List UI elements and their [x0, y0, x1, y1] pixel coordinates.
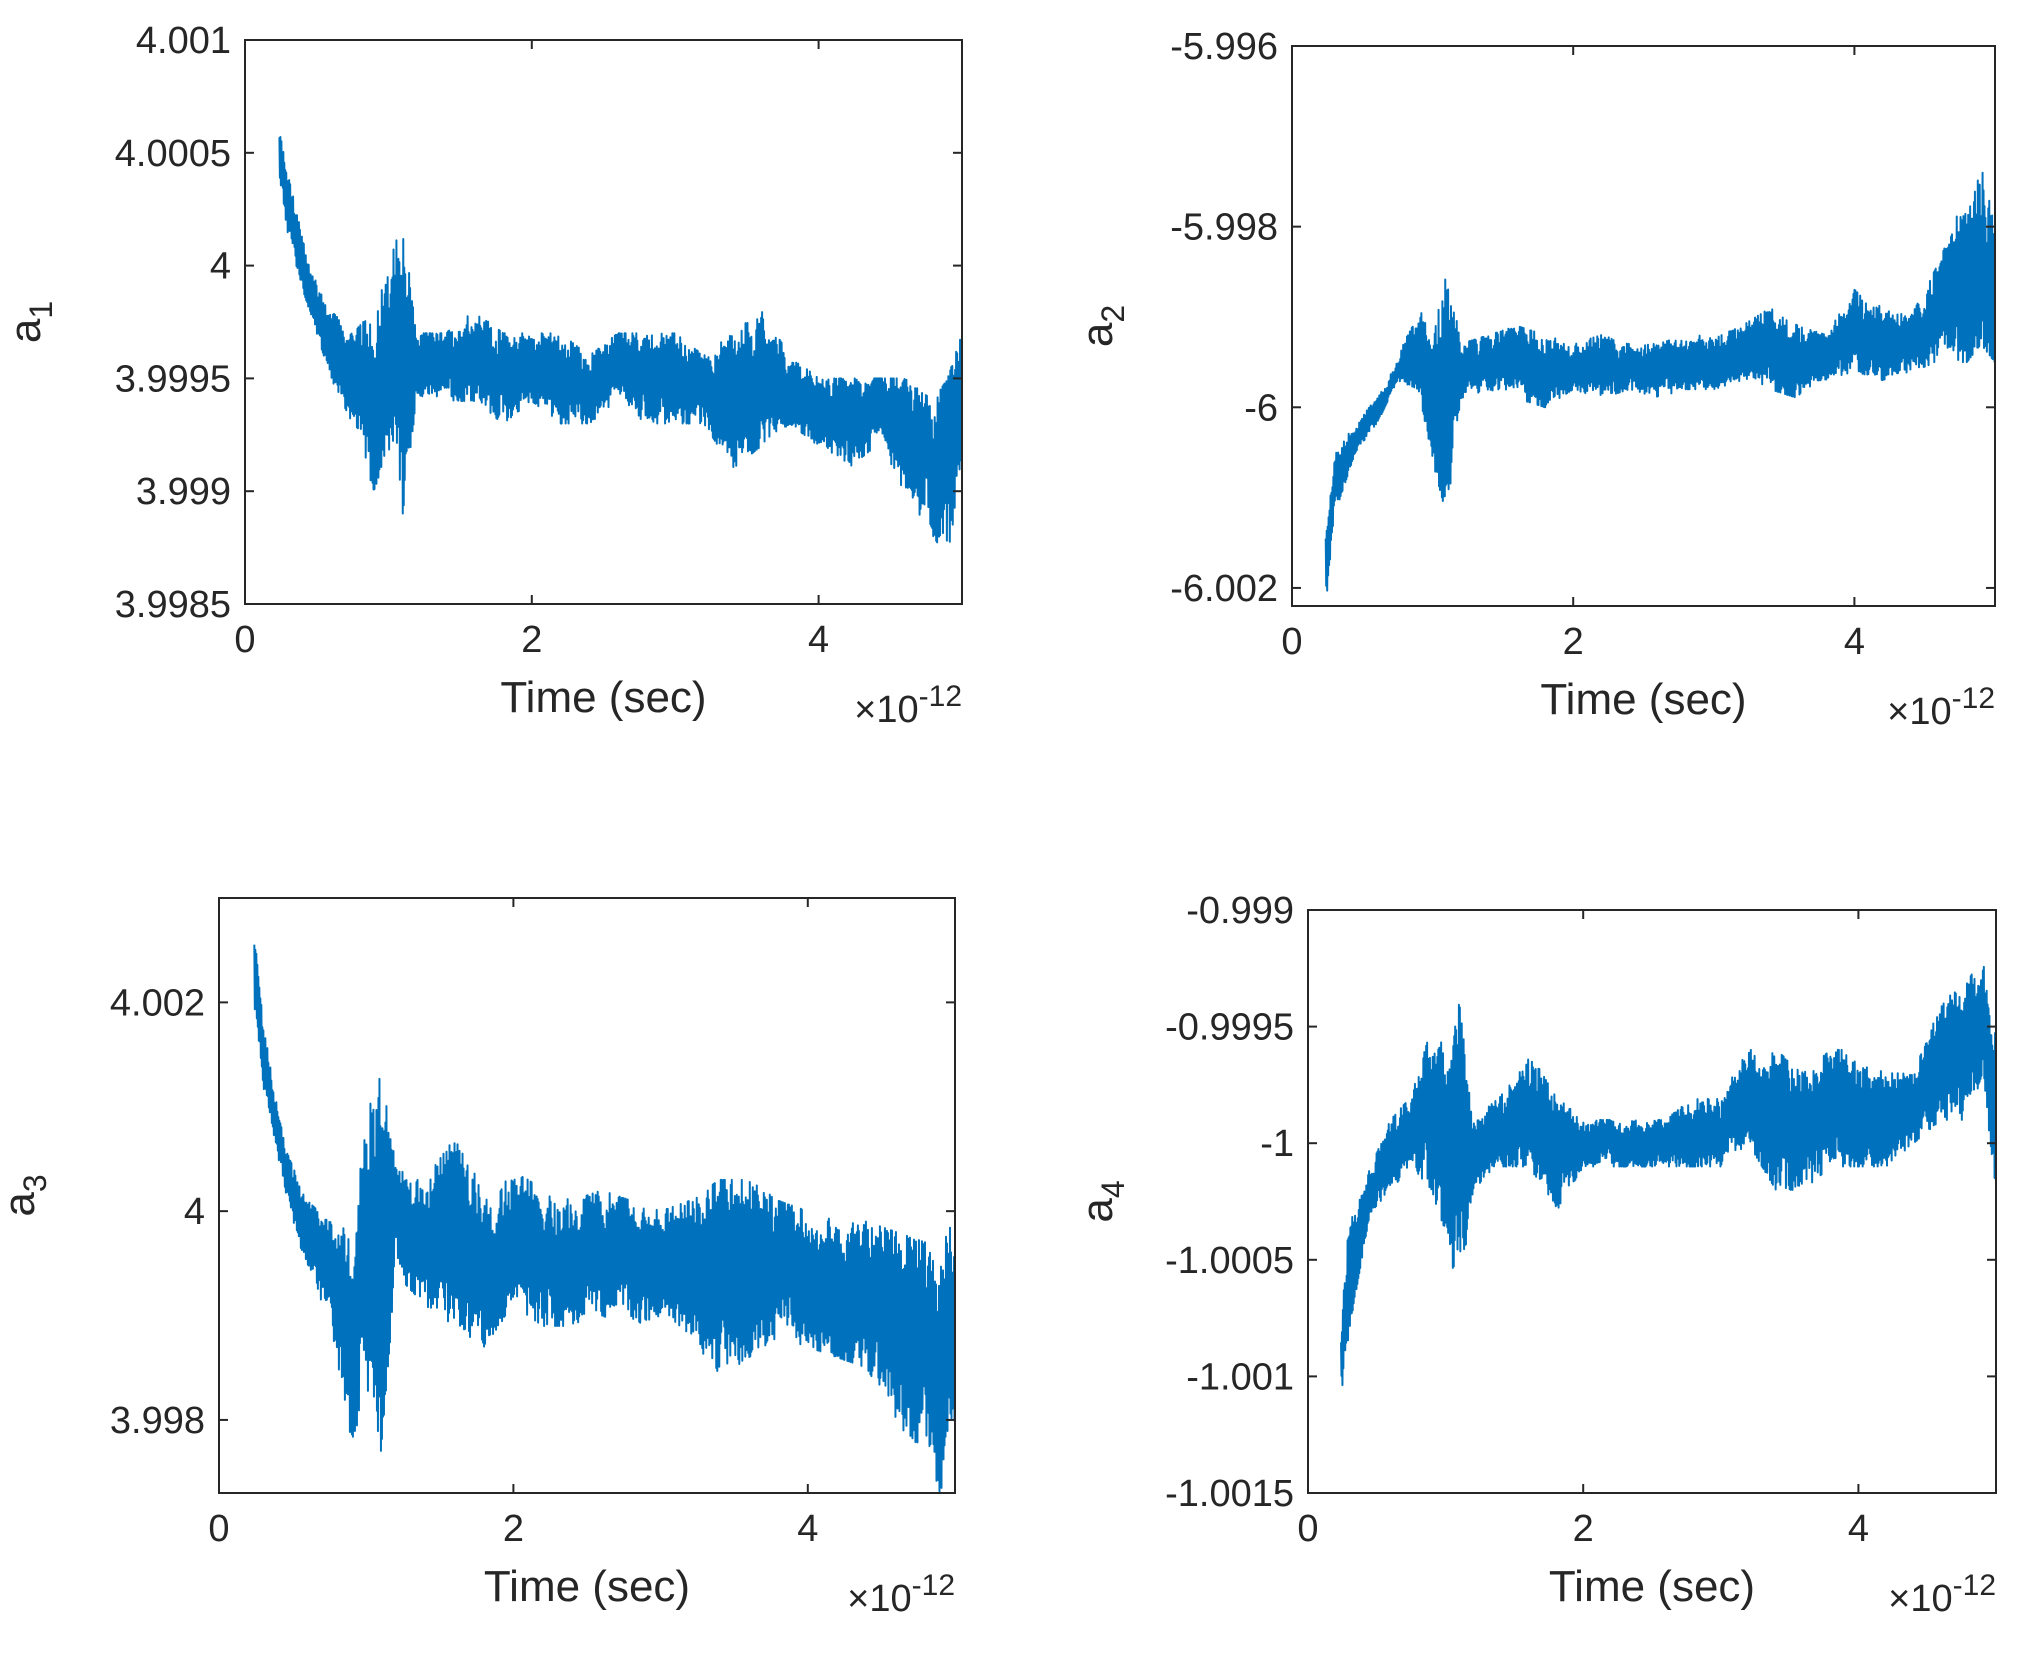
y-tick-label: 3.9985 — [115, 584, 231, 626]
y-tick-label: -6.002 — [1170, 568, 1278, 610]
y-tick-label: 4.0005 — [115, 133, 231, 175]
y-tick-label: 4 — [184, 1191, 205, 1233]
y-tick-label: -0.999 — [1186, 890, 1294, 932]
x-exponent-base: ×10 — [1887, 691, 1951, 733]
y-tick-label: -1.0015 — [1165, 1473, 1294, 1515]
y-axis-label-sub: 3 — [17, 1174, 53, 1192]
y-axis-label-base: a — [1073, 322, 1122, 347]
panel-3: 0 2 4 3.998 4 4.002 Time (sec) ×10-12 a3 — [0, 897, 956, 1620]
panel-4: 0 2 4 -1.0015 -1.001 -1.0005 -1 -0.9995 -0.999 Ti… — [1073, 890, 1997, 1620]
x-axis-label: Time (sec) — [484, 1562, 690, 1611]
series-line-a3 — [253, 944, 955, 1493]
axes-box — [218, 897, 956, 1494]
y-tick-label: 3.999 — [136, 471, 231, 513]
x-tick-label: 4 — [797, 1508, 818, 1550]
x-exponent-label: ×10-12 — [854, 680, 962, 731]
x-exponent-power: -12 — [1953, 1569, 1996, 1602]
y-axis-label: a2 — [1073, 305, 1131, 347]
y-axis-label-base: a — [1, 318, 50, 343]
y-axis-label: a1 — [1, 301, 59, 343]
series-line-a2 — [1324, 171, 1995, 592]
y-tick-label: 3.998 — [110, 1400, 205, 1442]
axes-box — [244, 39, 963, 605]
x-tick-label: 2 — [1573, 1508, 1594, 1550]
x-exponent-power: -12 — [912, 1569, 955, 1602]
x-tick-label: 0 — [234, 619, 255, 661]
y-tick-label: 3.9995 — [115, 358, 231, 400]
x-tick-label: 4 — [808, 619, 829, 661]
x-axis-label: Time (sec) — [1549, 1562, 1755, 1611]
y-tick-label: -5.998 — [1170, 207, 1278, 249]
y-axis-label: a4 — [1073, 1180, 1131, 1222]
y-axis-label: a3 — [0, 1174, 53, 1216]
series-line-a4 — [1340, 965, 1996, 1387]
x-axis-label: Time (sec) — [1540, 675, 1746, 724]
y-tick-label: -0.9995 — [1165, 1007, 1294, 1049]
axes-box — [1291, 45, 1996, 607]
y-axis-label-sub: 2 — [1095, 305, 1131, 323]
y-tick-label: 4.002 — [110, 982, 205, 1024]
series-line-a1 — [278, 135, 962, 544]
x-tick-label: 2 — [1563, 621, 1584, 663]
x-axis-label: Time (sec) — [500, 673, 706, 722]
y-tick-label: 4 — [210, 246, 231, 288]
x-exponent-label: ×10-12 — [1888, 1569, 1996, 1620]
x-tick-label: 2 — [521, 619, 542, 661]
x-exponent-label: ×10-12 — [1887, 682, 1995, 733]
x-tick-label: 0 — [1281, 621, 1302, 663]
panel-1: 0 2 4 3.9985 3.999 3.9995 4 4.0005 4.001 Time (se… — [1, 20, 963, 731]
y-tick-label: -6 — [1244, 387, 1278, 429]
x-tick-label: 0 — [208, 1508, 229, 1550]
x-exponent-label: ×10-12 — [847, 1569, 955, 1620]
axes-box — [1307, 909, 1997, 1494]
y-tick-label: -1.0005 — [1165, 1240, 1294, 1282]
y-axis-label-base: a — [1073, 1198, 1122, 1223]
y-axis-label-base: a — [0, 1192, 44, 1217]
y-axis-label-sub: 4 — [1095, 1180, 1131, 1198]
x-exponent-power: -12 — [919, 680, 962, 713]
y-tick-label: -5.996 — [1170, 26, 1278, 68]
x-tick-label: 4 — [1848, 1508, 1869, 1550]
x-tick-label: 2 — [503, 1508, 524, 1550]
x-tick-label: 0 — [1297, 1508, 1318, 1550]
x-exponent-power: -12 — [1952, 682, 1995, 715]
y-tick-label: -1 — [1260, 1123, 1294, 1165]
x-exponent-base: ×10 — [854, 689, 918, 731]
x-exponent-base: ×10 — [1888, 1578, 1952, 1620]
x-tick-label: 4 — [1844, 621, 1865, 663]
x-exponent-base: ×10 — [847, 1578, 911, 1620]
y-tick-label: 4.001 — [136, 20, 231, 62]
panel-2: 0 2 4 -6.002 -6 -5.998 -5.996 Time (sec) ×10-12 a… — [1073, 26, 1996, 733]
y-axis-label-sub: 1 — [23, 301, 59, 319]
y-tick-label: -1.001 — [1186, 1356, 1294, 1398]
